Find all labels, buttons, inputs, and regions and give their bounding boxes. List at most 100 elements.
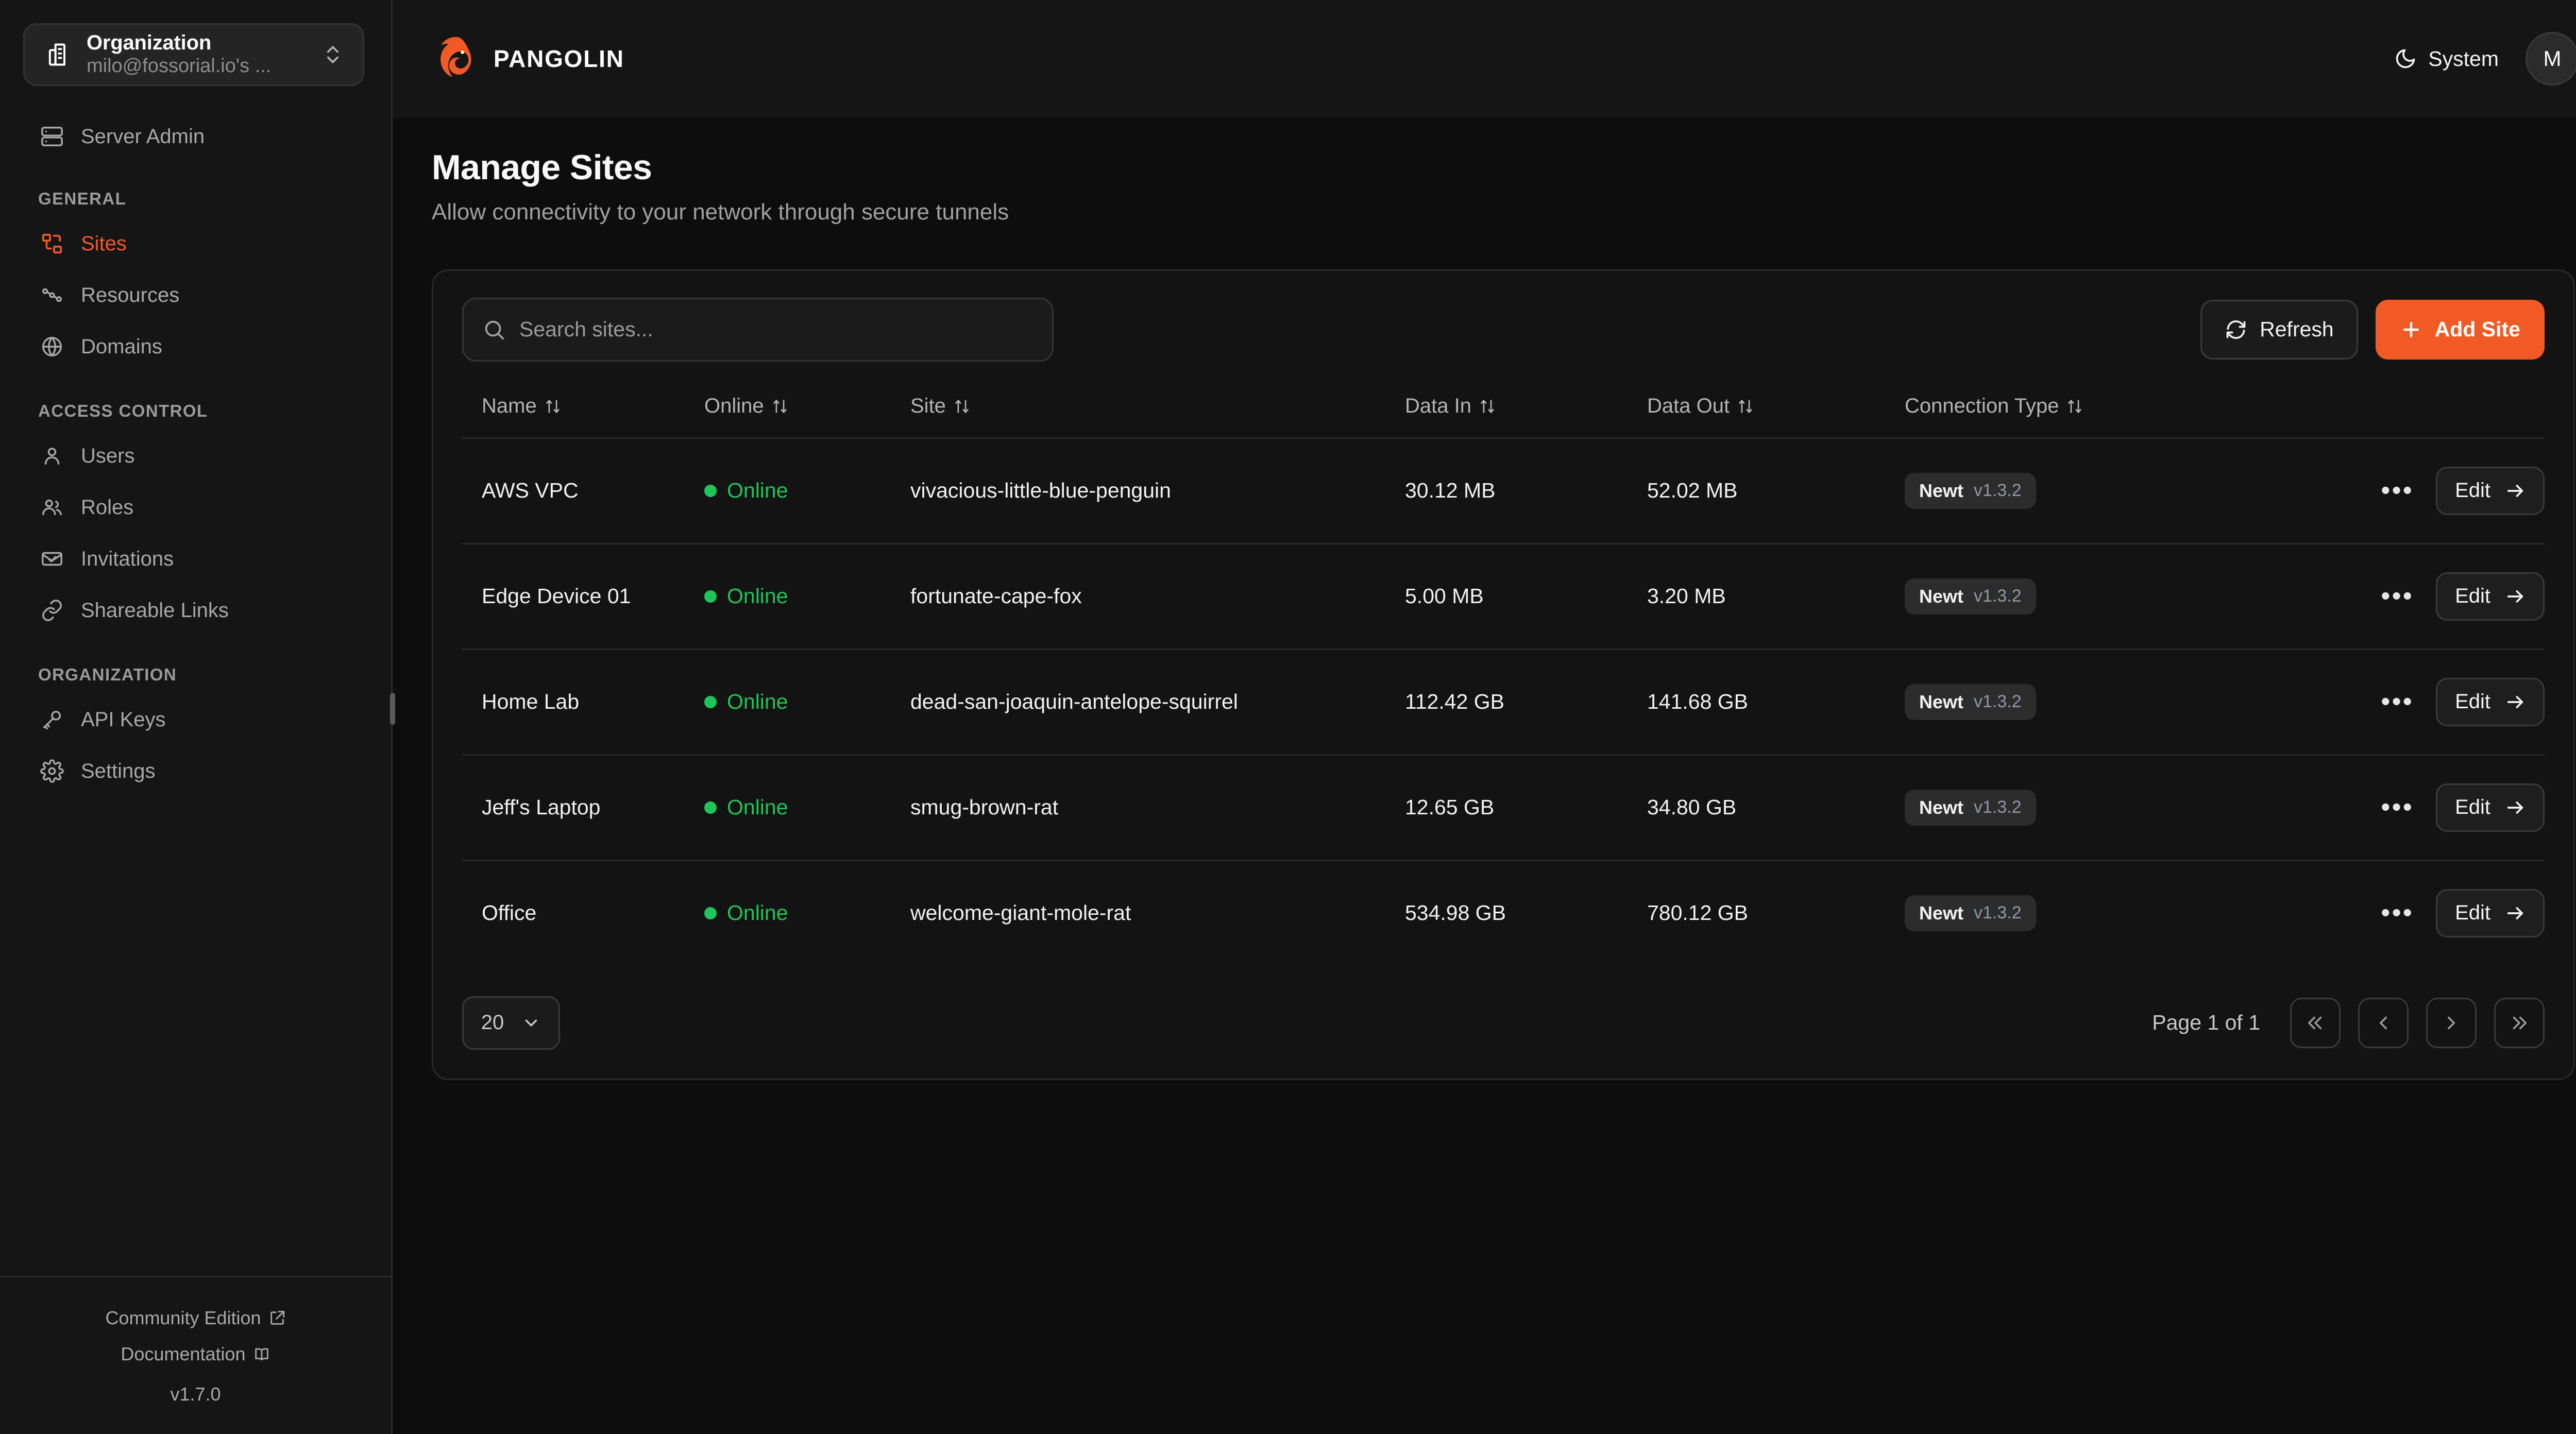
org-subtitle: milo@fossorial.io's ... xyxy=(87,55,272,77)
cell-data-in: 534.98 GB xyxy=(1405,901,1506,925)
sidebar-item-sites[interactable]: Sites xyxy=(0,218,391,269)
sidebar-item-domains[interactable]: Domains xyxy=(0,321,391,372)
community-edition-label: Community Edition xyxy=(105,1307,261,1328)
org-switcher[interactable]: Organization milo@fossorial.io's ... xyxy=(23,23,364,86)
edit-button[interactable]: Edit xyxy=(2436,783,2545,832)
edit-label: Edit xyxy=(2455,690,2490,713)
cell-name: Jeff's Laptop xyxy=(482,795,601,820)
cell-name: AWS VPC xyxy=(482,479,579,503)
sort-arrows-icon xyxy=(771,397,789,415)
next-page-button[interactable] xyxy=(2426,997,2477,1048)
sidebar-item-label: Shareable Links xyxy=(81,599,229,622)
cell-site: welcome-giant-mole-rat xyxy=(910,901,1131,925)
arrow-right-icon xyxy=(2505,586,2526,607)
status-badge: Online xyxy=(704,901,910,925)
cell-online: Online xyxy=(704,543,910,649)
column-header-actions xyxy=(2276,383,2545,438)
search-box[interactable] xyxy=(462,297,1054,362)
theme-toggle[interactable]: System xyxy=(2394,47,2499,71)
sidebar-item-users[interactable]: Users xyxy=(0,430,391,482)
connection-version: v1.3.2 xyxy=(1974,797,2022,817)
cell-data-in: 12.65 GB xyxy=(1405,795,1495,820)
sidebar-item-resources[interactable]: Resources xyxy=(0,269,391,321)
previous-page-button[interactable] xyxy=(2358,997,2409,1048)
column-header-connection-type[interactable]: Connection Type xyxy=(1905,383,2276,438)
sort-arrows-icon xyxy=(953,397,971,415)
status-dot-icon xyxy=(704,695,717,708)
refresh-button[interactable]: Refresh xyxy=(2200,299,2358,360)
brand-home-link[interactable]: PANGOLIN xyxy=(432,34,624,83)
chevron-right-icon xyxy=(2441,1012,2462,1034)
page-subtitle: Allow connectivity to your network throu… xyxy=(432,199,1009,225)
sidebar-group-general: GENERAL xyxy=(38,189,127,208)
edit-button[interactable]: Edit xyxy=(2436,889,2545,937)
status-badge: Online xyxy=(704,584,910,608)
column-label: Name xyxy=(482,394,537,417)
first-page-button[interactable] xyxy=(2290,997,2341,1048)
cell-connection-type: Newt v1.3.2 xyxy=(1905,543,2276,649)
status-badge: Online xyxy=(704,795,910,820)
status-dot-icon xyxy=(704,801,717,814)
status-badge: Online xyxy=(704,690,910,714)
brand-name: PANGOLIN xyxy=(494,45,624,72)
cell-data-out: 780.12 GB xyxy=(1647,901,1749,925)
ellipsis-icon[interactable]: ••• xyxy=(2381,581,2414,611)
sidebar-item-server-admin[interactable]: Server Admin xyxy=(0,111,391,162)
table-row: Home Lab Online dead-san-joaquin-antelop… xyxy=(462,649,2545,755)
sidebar-item-settings[interactable]: Settings xyxy=(0,745,391,797)
column-label: Data In xyxy=(1405,394,1471,417)
search-input[interactable] xyxy=(519,317,1033,342)
column-header-data-in[interactable]: Data In xyxy=(1405,383,1647,438)
envelope-check-icon xyxy=(40,547,64,571)
sidebar-item-label: Resources xyxy=(81,283,180,306)
sidebar-item-shareable-links[interactable]: Shareable Links xyxy=(0,585,391,636)
cell-actions: ••• Edit xyxy=(2276,543,2545,649)
documentation-label: Documentation xyxy=(121,1343,246,1364)
table-row: AWS VPC Online vivacious-little-blue-pen… xyxy=(462,438,2545,543)
connection-version: v1.3.2 xyxy=(1974,481,2022,501)
sidebar-footer: Community Edition Documentation v1.7.0 xyxy=(0,1276,391,1434)
documentation-link[interactable]: Documentation xyxy=(121,1343,270,1365)
sidebar-resize-handle[interactable] xyxy=(390,693,395,725)
page-title: Manage Sites xyxy=(432,148,652,187)
sort-arrows-icon xyxy=(544,397,562,415)
connection-badge: Newt v1.3.2 xyxy=(1905,895,2036,931)
cell-data-out: 3.20 MB xyxy=(1647,584,1726,608)
sidebar-group-access-control: ACCESS CONTROL xyxy=(38,401,208,420)
add-site-button[interactable]: Add Site xyxy=(2375,299,2545,360)
sidebar-item-api-keys[interactable]: API Keys xyxy=(0,694,391,745)
edit-button[interactable]: Edit xyxy=(2436,677,2545,726)
column-header-data-out[interactable]: Data Out xyxy=(1647,383,1905,438)
ellipsis-icon[interactable]: ••• xyxy=(2381,475,2414,505)
version-label: v1.7.0 xyxy=(170,1384,221,1405)
connection-badge: Newt v1.3.2 xyxy=(1905,684,2036,720)
column-header-site[interactable]: Site xyxy=(910,383,1405,438)
resources-icon xyxy=(40,283,64,307)
edit-button[interactable]: Edit xyxy=(2436,572,2545,621)
column-header-online[interactable]: Online xyxy=(704,383,910,438)
page-size-select[interactable]: 20 xyxy=(462,996,560,1050)
edit-button[interactable]: Edit xyxy=(2436,466,2545,515)
status-dot-icon xyxy=(704,590,717,603)
cell-actions: ••• Edit xyxy=(2276,755,2545,860)
cell-data-out: 52.02 MB xyxy=(1647,479,1738,503)
last-page-button[interactable] xyxy=(2494,997,2545,1048)
ellipsis-icon[interactable]: ••• xyxy=(2381,898,2414,928)
ellipsis-icon[interactable]: ••• xyxy=(2381,792,2414,822)
sidebar-item-roles[interactable]: Roles xyxy=(0,482,391,533)
column-header-name[interactable]: Name xyxy=(462,383,704,438)
ellipsis-icon[interactable]: ••• xyxy=(2381,687,2414,716)
cell-online: Online xyxy=(704,438,910,543)
user-icon xyxy=(40,444,64,468)
cell-actions: ••• Edit xyxy=(2276,438,2545,543)
connection-version: v1.3.2 xyxy=(1974,586,2022,606)
avatar[interactable]: M xyxy=(2526,32,2576,86)
connection-badge: Newt v1.3.2 xyxy=(1905,472,2036,509)
cell-data-in: 112.42 GB xyxy=(1405,690,1504,714)
sidebar-item-invitations[interactable]: Invitations xyxy=(0,533,391,585)
connection-client: Newt xyxy=(1919,691,1964,712)
theme-label: System xyxy=(2428,46,2499,71)
table-row: Jeff's Laptop Online smug-brown-rat 12.6… xyxy=(462,755,2545,860)
community-edition-link[interactable]: Community Edition xyxy=(105,1307,285,1329)
moon-icon xyxy=(2394,47,2417,70)
